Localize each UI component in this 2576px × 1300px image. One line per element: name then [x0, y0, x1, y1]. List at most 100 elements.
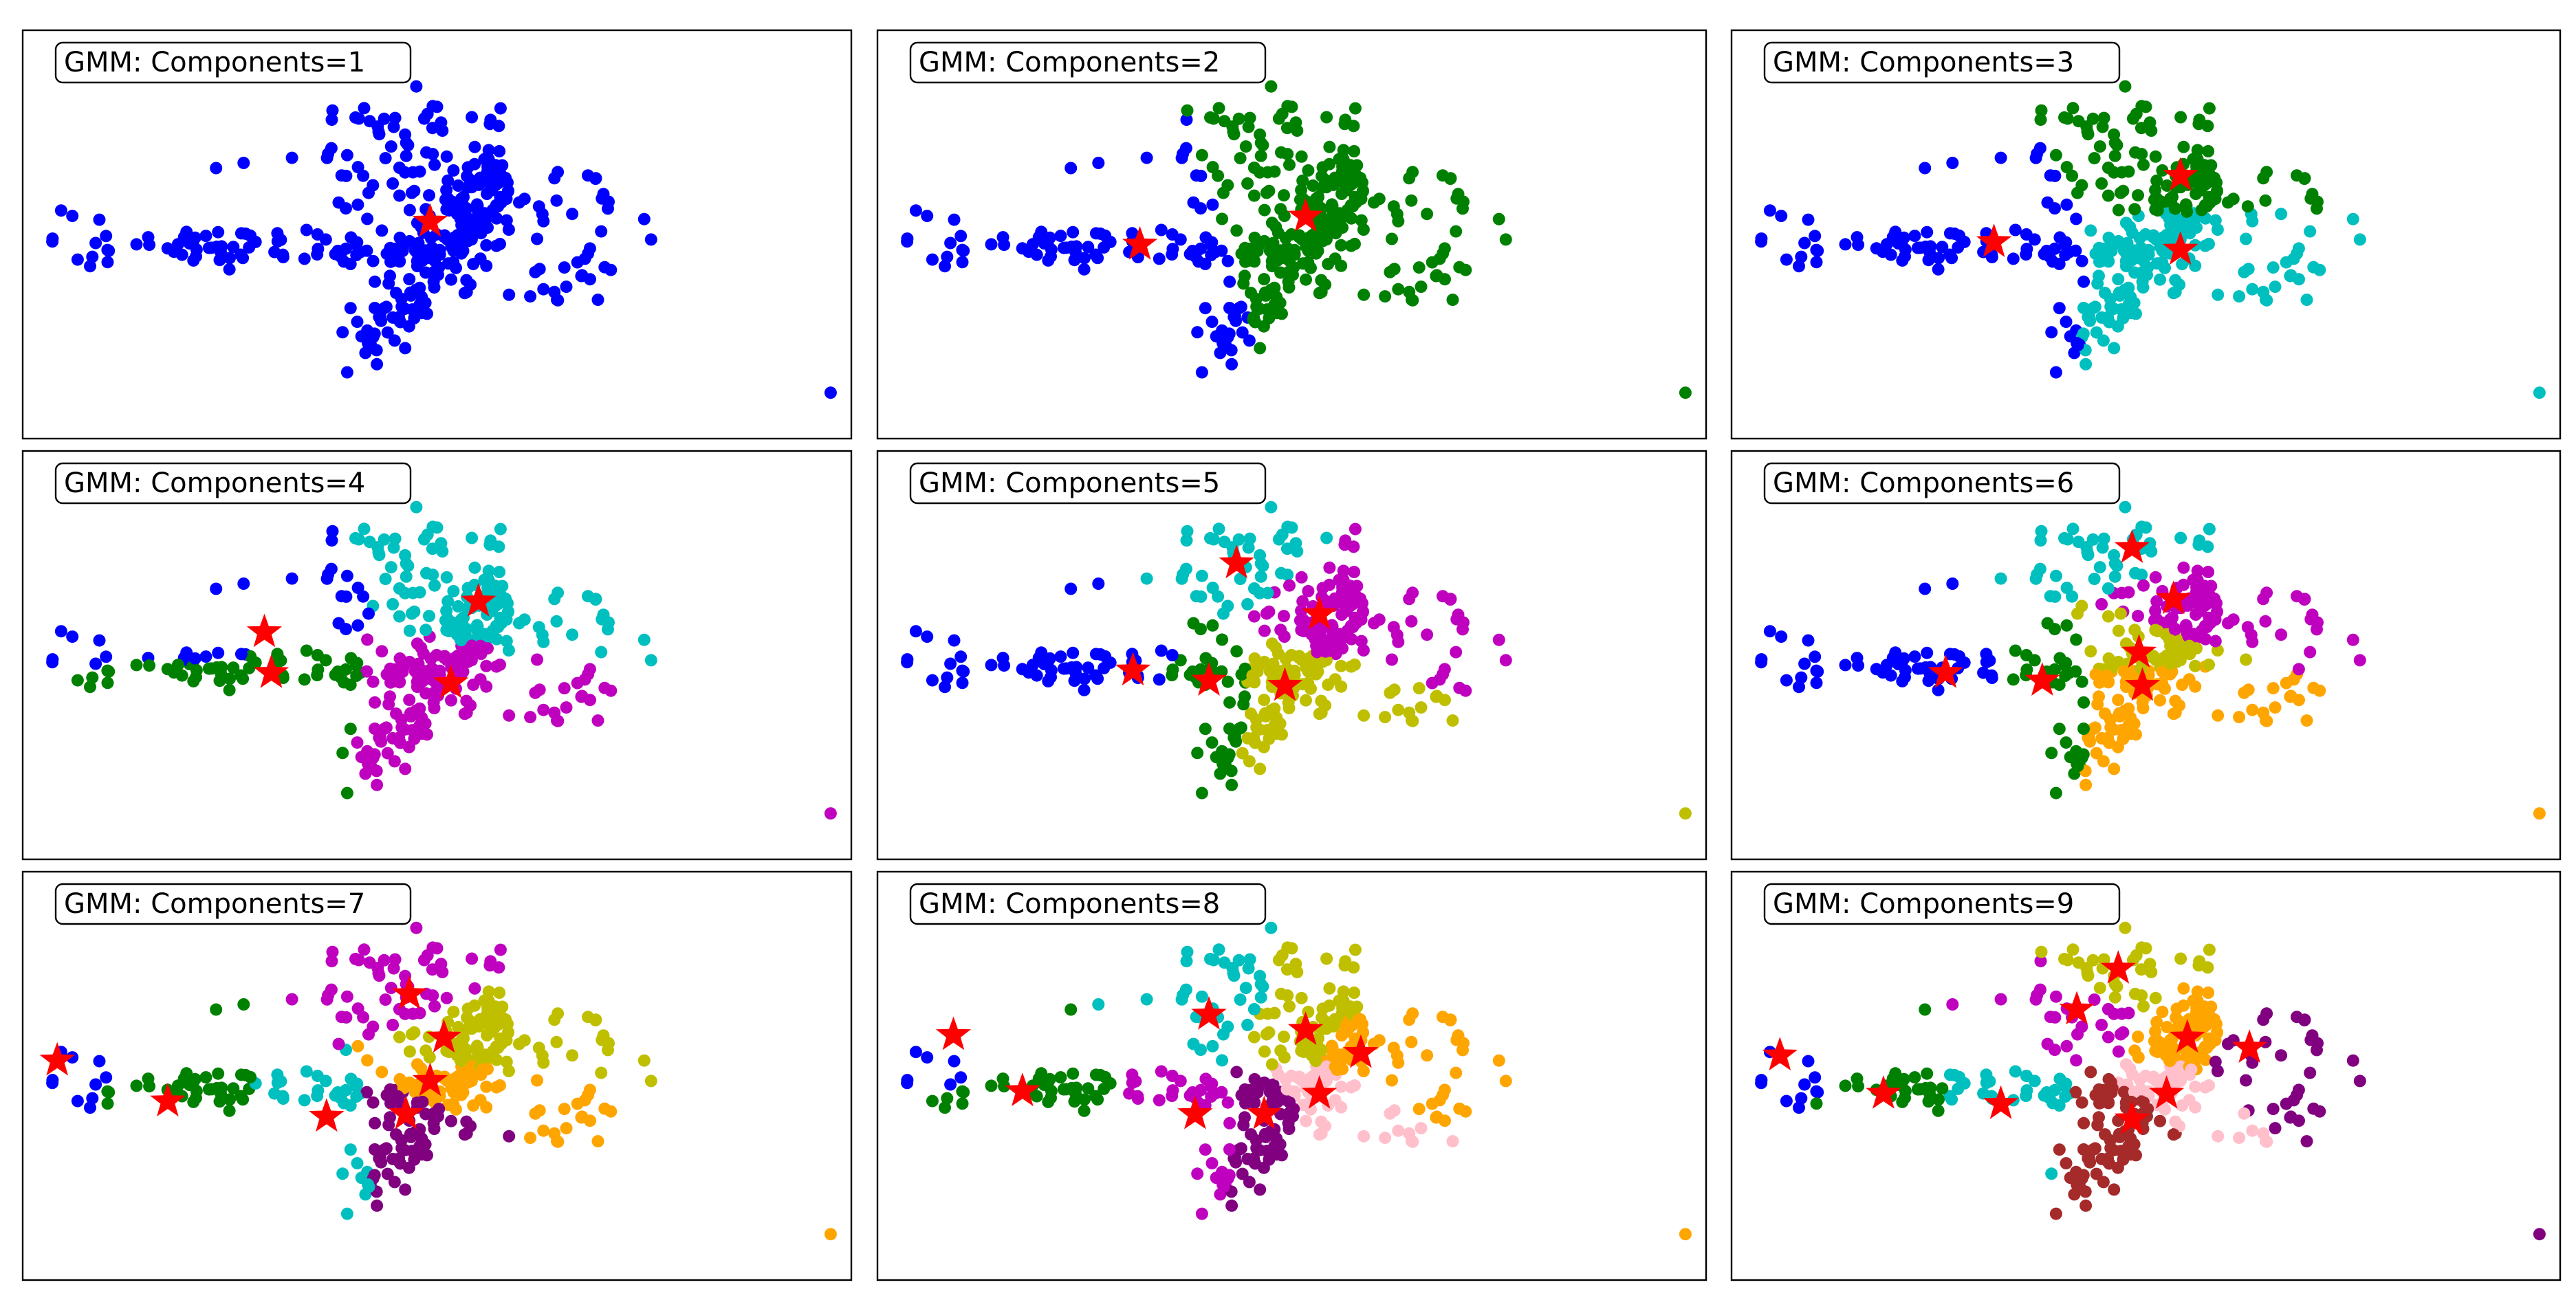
data-point: [1155, 644, 1168, 657]
data-point: [426, 241, 439, 254]
data-point: [2267, 1103, 2280, 1116]
data-point: [54, 625, 67, 638]
data-point: [2102, 162, 2115, 174]
data-point: [1247, 1031, 1260, 1044]
data-point: [2053, 1143, 2066, 1156]
data-point: [378, 1143, 391, 1156]
data-point: [2189, 1080, 2202, 1093]
data-point: [1194, 1083, 1207, 1097]
data-point: [2202, 145, 2215, 157]
data-point: [1338, 118, 1351, 131]
data-point: [548, 593, 561, 606]
data-point: [390, 707, 402, 720]
data-point: [180, 646, 193, 659]
data-point: [210, 582, 223, 595]
data-point: [985, 238, 998, 251]
data-point: [440, 571, 453, 584]
data-point: [1884, 248, 1897, 261]
data-point: [2093, 982, 2106, 995]
data-point: [1335, 1101, 1348, 1114]
data-point: [2029, 151, 2042, 164]
data-point: [190, 243, 203, 256]
data-point: [358, 522, 371, 536]
data-point: [351, 736, 364, 749]
data-point: [1155, 1065, 1168, 1078]
data-point: [362, 186, 375, 199]
data-point: [1403, 1013, 1416, 1026]
data-point: [190, 1085, 203, 1098]
data-point: [1297, 1046, 1310, 1058]
data-point: [1679, 386, 1692, 399]
data-point: [2058, 659, 2071, 672]
data-point: [921, 630, 934, 643]
data-point: [1896, 674, 1909, 687]
data-point: [2049, 1207, 2062, 1220]
data-point: [524, 711, 537, 724]
data-point: [1302, 256, 1315, 269]
data-point: [392, 1154, 405, 1167]
data-point: [46, 656, 59, 669]
data-point: [2304, 225, 2317, 238]
data-point: [591, 714, 604, 727]
data-point: [1335, 259, 1348, 272]
data-point: [1276, 528, 1289, 541]
data-point: [237, 577, 250, 590]
data-point: [1271, 254, 1284, 267]
data-point: [1243, 1176, 1256, 1189]
data-point: [1265, 921, 1278, 934]
data-point: [954, 230, 968, 243]
data-point: [1283, 1000, 1296, 1013]
data-point: [349, 531, 362, 544]
data-point: [1245, 707, 1257, 720]
data-point: [2189, 259, 2202, 272]
data-point: [1349, 943, 1362, 956]
data-point: [2137, 1000, 2150, 1013]
data-point: [1320, 111, 1333, 124]
data-point: [824, 807, 837, 820]
data-point: [2185, 1064, 2198, 1076]
data-point: [1258, 1045, 1271, 1058]
data-point: [1355, 613, 1368, 626]
component-center-star: [2121, 634, 2157, 668]
data-point: [1225, 357, 1238, 371]
data-point: [1373, 613, 1386, 626]
data-point: [1126, 1068, 1139, 1081]
data-point: [1755, 235, 1768, 248]
data-point: [1387, 1042, 1400, 1055]
data-point: [1276, 949, 1289, 962]
data-point: [1212, 102, 1225, 115]
data-point: [2298, 172, 2311, 185]
data-point: [2095, 1018, 2108, 1031]
data-point: [1318, 173, 1331, 186]
data-point: [2007, 252, 2020, 265]
data-point: [420, 566, 433, 580]
data-point: [2206, 593, 2219, 606]
component-center-star: [1191, 662, 1227, 696]
data-point: [2284, 1110, 2297, 1123]
data-point: [1889, 646, 1902, 659]
data-point: [223, 1093, 236, 1106]
data-point: [349, 1080, 362, 1092]
data-point: [421, 307, 433, 320]
data-point: [2311, 623, 2323, 636]
data-point: [311, 649, 324, 661]
data-point: [1421, 208, 1434, 221]
data-point: [2091, 1119, 2104, 1132]
data-point: [2128, 624, 2141, 637]
data-point: [1258, 273, 1271, 286]
data-point: [531, 1074, 543, 1087]
data-point: [379, 573, 392, 586]
data-point: [378, 723, 391, 736]
data-point: [1181, 104, 1194, 117]
data-point: [550, 615, 563, 628]
data-point: [1456, 202, 1469, 215]
data-point: [602, 1044, 614, 1057]
data-point: [349, 659, 362, 672]
data-point: [2246, 703, 2259, 716]
data-point: [1245, 287, 1257, 300]
data-point: [89, 657, 102, 670]
data-point: [1415, 280, 1428, 294]
data-point: [325, 534, 338, 547]
data-point: [2151, 1046, 2164, 1058]
component-center-star: [1177, 1095, 1213, 1130]
